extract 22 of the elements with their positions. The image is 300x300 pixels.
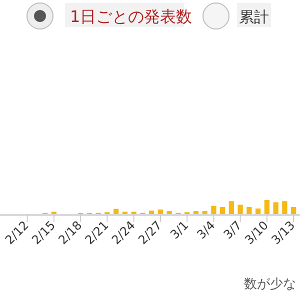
x-tick-label: 3/4	[194, 218, 218, 242]
bar	[148, 210, 154, 214]
bar	[273, 202, 278, 214]
bar	[158, 210, 164, 214]
text: 累計	[239, 8, 269, 26]
bar	[211, 206, 216, 214]
text: 数が少な	[244, 277, 296, 292]
text: 1日ごとの発表数	[70, 7, 192, 26]
bar	[166, 211, 172, 214]
bar	[113, 208, 119, 214]
bar	[246, 207, 252, 214]
bar	[193, 211, 199, 214]
bar	[282, 201, 288, 214]
x-tick-label: 3/7	[220, 218, 244, 242]
bar	[290, 207, 296, 214]
bar	[228, 201, 234, 214]
bar	[264, 200, 270, 214]
bar	[202, 211, 208, 214]
bar	[238, 204, 243, 214]
bar	[220, 207, 226, 214]
bar	[255, 208, 261, 214]
x-tick-label: 3/1	[168, 218, 192, 242]
